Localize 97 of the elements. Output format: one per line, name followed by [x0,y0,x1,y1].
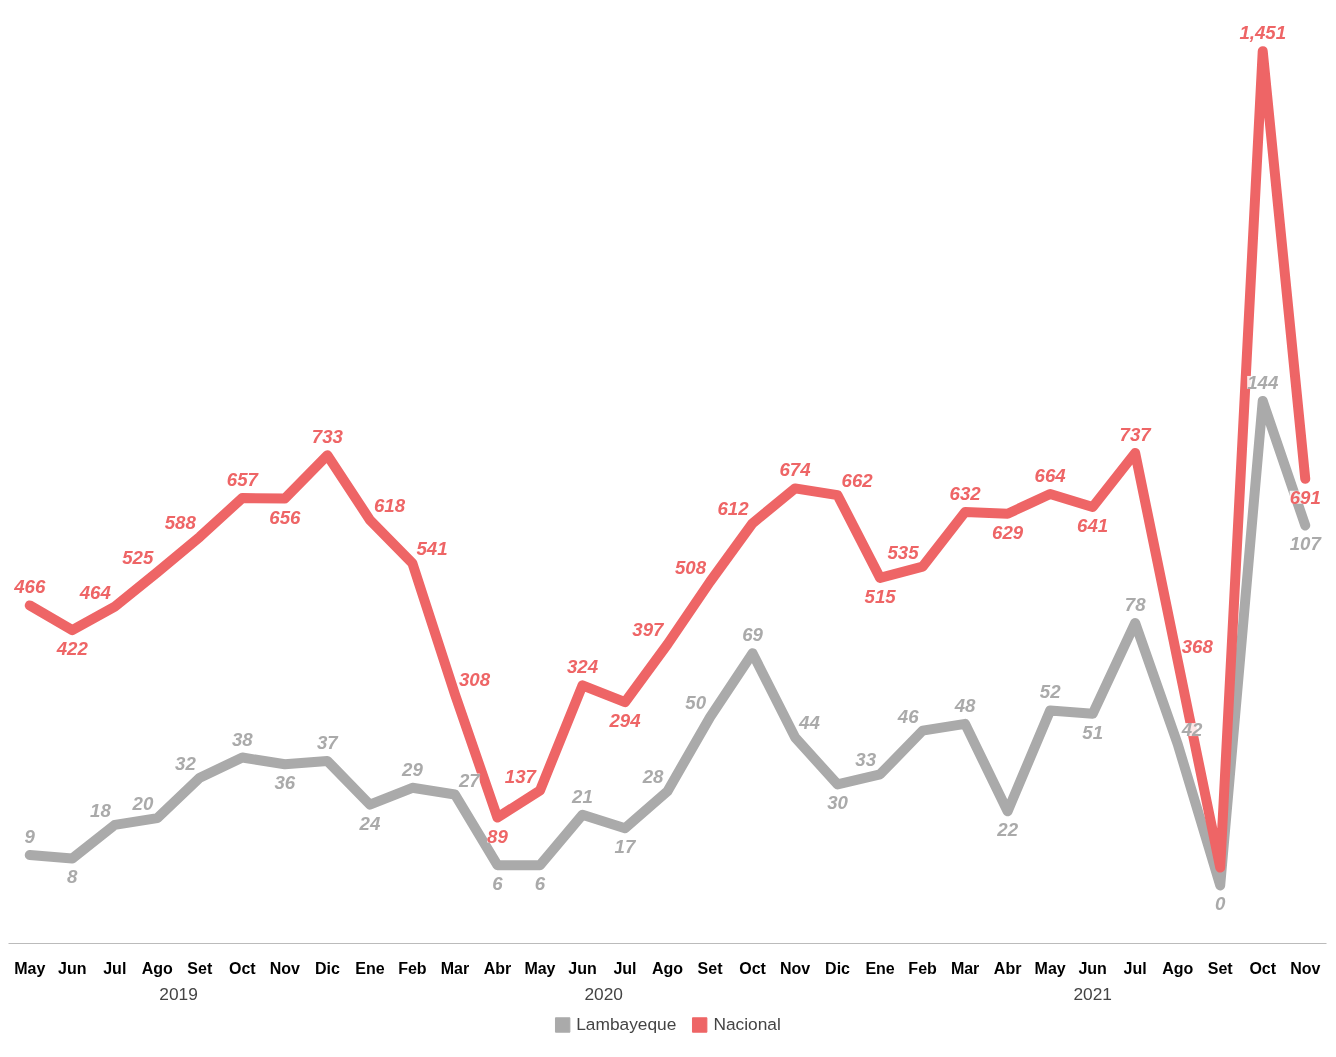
data-label: 17 [614,836,637,858]
legend-label: Nacional [713,1013,781,1035]
data-label: 308 [458,669,491,691]
data-label: 368 [1181,635,1214,657]
data-label: 664 [1034,465,1067,487]
x-tick-label: Jul [1123,959,1147,977]
data-label: 662 [841,470,874,492]
data-label: 107 [1289,533,1323,555]
x-tick-label: Feb [908,959,938,977]
x-tick-label: Jul [613,959,637,977]
data-label: 629 [992,521,1024,543]
data-label: 737 [1119,423,1153,445]
x-tick-label: Oct [739,959,767,977]
x-tick-label: May [14,959,46,977]
data-label: 44 [798,712,821,734]
data-label: 69 [742,624,764,646]
data-label: 42 [1180,719,1204,741]
data-label: 397 [632,619,666,641]
x-tick-label: Ago [1162,959,1194,977]
data-label: 50 [685,692,707,714]
x-tick-label: Ago [651,959,684,977]
data-label: 33 [855,749,877,771]
x-tick-label: Ene [865,959,895,977]
x-tick-label: Ene [355,959,385,977]
x-tick-label: Set [1207,959,1234,977]
x-tick-label: Jul [103,959,127,977]
x-tick-label: Jun [1078,959,1107,977]
data-label: 89 [487,825,509,847]
data-label: 51 [1082,721,1104,743]
x-tick-label: Jun [568,959,597,977]
data-label: 30 [827,792,849,814]
data-label: 691 [1289,486,1321,508]
data-label: 324 [566,656,599,678]
x-tick-label: May [524,959,556,977]
x-tick-label: Jun [58,959,87,977]
x-tick-label: Dic [314,959,340,977]
x-tick-label: Abr [483,959,512,977]
data-label: 37 [317,731,340,753]
data-label: 18 [90,799,112,821]
data-label: 38 [231,728,254,750]
x-tick-label: Set [697,959,724,977]
x-tick-label: Abr [993,959,1022,977]
data-label: 27 [457,769,482,791]
data-label: 8 [67,866,79,888]
x-tick-label: Feb [398,959,427,977]
data-label: 21 [571,785,593,807]
data-label: 656 [269,506,302,528]
data-label: 36 [274,772,296,794]
data-label: 46 [896,705,920,727]
data-label: 612 [717,498,750,520]
data-label: 78 [1124,593,1147,615]
x-tick-label: Ago [141,959,174,977]
data-label: 0 [1215,893,1227,915]
data-label: 641 [1077,514,1109,536]
x-tick-label: Mar [950,959,980,977]
data-label: 733 [311,426,344,448]
x-tick-label: Nov [1290,959,1321,977]
text: 2021 [1073,983,1112,1004]
text: 2020 [584,983,624,1004]
text: 2019 [159,983,198,1004]
x-tick-label: Set [187,959,213,977]
data-label: 28 [641,766,665,788]
data-label: 618 [373,494,406,516]
data-label: 535 [887,541,920,563]
data-label: 657 [226,468,260,490]
x-tick-label: Oct [229,959,257,977]
legend-label: Lambayeque [576,1013,677,1035]
x-tick-label: Oct [1249,959,1277,977]
data-label: 137 [504,765,538,787]
x-tick-label: Dic [825,959,851,977]
data-label: 464 [78,581,112,603]
data-label: 32 [175,752,197,774]
data-label: 144 [1247,371,1279,393]
data-label: 674 [779,459,812,481]
data-label: 515 [864,585,897,607]
data-label: 1,451 [1239,22,1287,44]
x-tick-label: Nov [779,959,811,977]
data-label: 6 [492,873,504,895]
data-label: 508 [674,556,707,578]
data-label: 541 [416,538,448,560]
data-label: 525 [122,547,154,569]
data-label: 294 [608,710,642,732]
data-label: 48 [953,694,977,716]
data-label: 24 [358,812,381,834]
data-label: 632 [949,483,982,505]
data-label: 6 [534,873,546,895]
data-label: 466 [13,576,46,598]
x-tick-label: Nov [269,959,301,977]
x-tick-label: May [1034,959,1066,977]
data-label: 22 [996,819,1019,841]
x-tick-label: Mar [440,959,470,977]
data-label: 588 [164,511,197,533]
data-label: 422 [55,638,89,660]
data-label: 29 [401,758,424,780]
data-label: 20 [131,793,154,815]
data-label: 9 [24,826,36,848]
data-label: 52 [1039,681,1062,703]
